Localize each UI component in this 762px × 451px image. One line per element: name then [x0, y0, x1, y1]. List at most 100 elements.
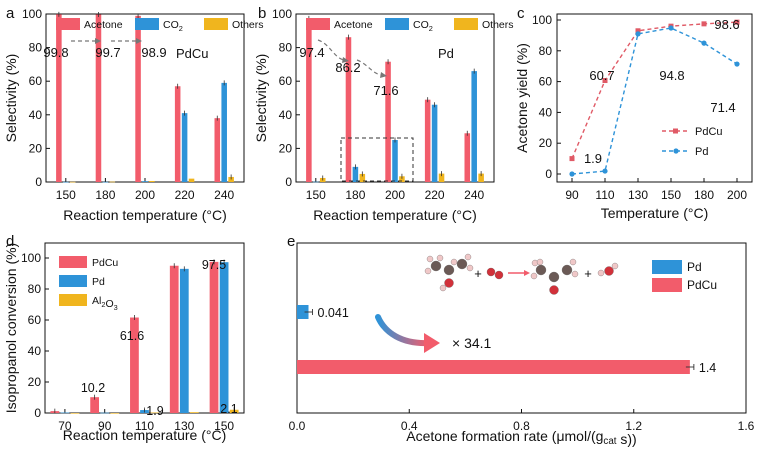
x-tick-label: 220: [425, 188, 445, 202]
panel-letter: e: [287, 233, 295, 250]
bar-al2o3: [110, 413, 120, 414]
bar-pdcu: [169, 265, 179, 413]
point-pd: [635, 31, 641, 37]
y-tick-label: 80: [28, 282, 42, 296]
x-tick-label: 110: [135, 419, 154, 433]
molecule-atom: [535, 264, 547, 276]
molecule-atom: [466, 264, 474, 272]
y-tick-label: 40: [28, 344, 42, 358]
bar-pd: [219, 262, 229, 413]
x-tick-label: 70: [58, 419, 72, 433]
point-pdcu: [569, 156, 575, 162]
data-label: 0.041: [318, 306, 349, 320]
data-label: 1.9: [584, 151, 602, 166]
point-pd: [734, 61, 740, 67]
legend-swatch: [454, 18, 478, 30]
bar-acetone: [95, 14, 102, 183]
bar-pd: [297, 305, 309, 319]
point-pdcu: [701, 21, 707, 27]
bar-pdcu: [297, 360, 690, 374]
bar-pd: [100, 412, 110, 414]
x-tick-label: 220: [175, 188, 195, 202]
point-pdcu: [602, 78, 608, 84]
line-pd: [571, 27, 738, 175]
legend-swatch: [59, 294, 87, 306]
y-tick-label: 40: [29, 108, 43, 122]
bar-pd: [60, 412, 70, 414]
x-tick-label: 150: [306, 188, 326, 202]
scheme-arrow-head: [524, 270, 530, 276]
molecule-atom: [494, 270, 504, 280]
y-tick-label: 0: [285, 175, 292, 189]
plot-frame: [556, 13, 753, 183]
x-axis-title: Reaction temperature (°C): [313, 207, 477, 223]
x-axis-title: Temperature (°C): [601, 205, 709, 221]
molecule-atom: [611, 262, 619, 270]
molecule-atom: [426, 255, 434, 263]
molecule-atom: [604, 266, 614, 276]
molecule-atom: [456, 258, 468, 270]
bar-others: [438, 173, 445, 182]
y-tick-label: 40: [539, 105, 553, 119]
data-label: 99.7: [95, 45, 120, 60]
legend-swatch: [306, 18, 330, 30]
y-tick-label: 0: [35, 175, 42, 189]
data-label: 98.9: [141, 45, 166, 60]
arrow-head: [136, 38, 142, 44]
y-tick-label: 60: [28, 313, 42, 327]
y-tick-label: 20: [28, 375, 42, 389]
legend-swatch: [59, 256, 87, 268]
data-label: 86.2: [335, 60, 360, 75]
panel-a: a 0 20 40 60 80 100 150 180 200 220 240 Reaction tem…: [3, 5, 264, 223]
legend-label: Pd: [687, 260, 702, 274]
bar-pd: [179, 268, 189, 413]
molecule-atom: [530, 272, 538, 280]
bar-co2: [63, 181, 69, 183]
point-pdcu: [734, 19, 740, 25]
arrow-head: [95, 38, 101, 44]
bar-acetone: [214, 118, 221, 182]
bar-others: [359, 173, 366, 182]
dashed-arrow: [317, 39, 345, 61]
molecule-atom: [424, 267, 432, 275]
bar-acetone: [135, 15, 141, 183]
y-tick-label: 40: [279, 108, 293, 122]
data-label: 2.1: [220, 402, 237, 416]
y-tick-label: 20: [539, 136, 553, 150]
data-label: 1.9: [146, 404, 163, 418]
panel-letter: b: [258, 5, 266, 22]
plot-frame: [45, 13, 245, 183]
bar-others: [478, 173, 484, 182]
y-tick-label: 0: [34, 406, 41, 420]
legend-swatch: [135, 18, 159, 30]
x-tick-label: 180: [345, 188, 365, 202]
molecule-atom: [548, 271, 560, 283]
y-tick-label: 0: [545, 167, 552, 181]
scheme-plus: +: [584, 266, 592, 281]
point-pd: [569, 171, 575, 177]
x-tick-label: 180: [694, 188, 714, 202]
y-tick-label: 20: [29, 141, 43, 155]
bar-co2: [221, 82, 227, 182]
bar-al2o3: [70, 413, 80, 414]
x-axis-title: Acetone formation rate (μmol/(gcat s)): [406, 428, 636, 447]
legend-label: CO2: [163, 19, 183, 33]
legend-label: Pd: [92, 276, 105, 288]
catalyst-label: PdCu: [176, 46, 209, 61]
x-tick-label: 130: [174, 419, 194, 433]
legend-label: Others: [482, 19, 514, 31]
dashed-arrow: [356, 59, 383, 76]
legend-swatch: [385, 18, 409, 30]
molecule-atom: [444, 278, 454, 288]
x-tick-label: 180: [95, 188, 115, 202]
molecule-atom: [549, 285, 559, 295]
y-tick-label: 100: [272, 7, 292, 21]
x-tick-label: 240: [464, 188, 484, 202]
bar-others: [109, 181, 116, 183]
legend-label: PdCu: [92, 257, 118, 269]
molecule-atom: [597, 269, 605, 277]
y-tick-label: 100: [532, 13, 552, 27]
bar-acetone: [56, 14, 62, 183]
legend-label: PdCu: [695, 126, 723, 138]
